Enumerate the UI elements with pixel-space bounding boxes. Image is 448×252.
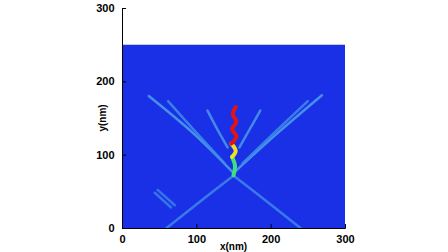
band-line [155,193,171,208]
tick-label: 300 [96,2,114,14]
tick: 300 [96,2,126,14]
tick: 100 [188,224,206,245]
crack-line [231,107,236,144]
y-axis-title: y(nm) [97,104,108,131]
band-line [207,111,227,148]
axis-line [123,9,127,229]
plot-area [122,45,345,228]
tick-mark [122,228,126,229]
chart: 0 100 200 300 0 100 200 300 x(nm) y(nm) [0,0,448,252]
tick-label: 0 [119,233,125,245]
band-line [234,95,322,173]
tick-label: 200 [96,75,114,87]
tick: 300 [336,224,354,245]
tick-label: 200 [262,233,280,245]
tick: 100 [96,149,126,161]
band-line [167,177,232,228]
crack-line [231,144,235,157]
tick-mark [122,81,126,82]
tick-mark [345,224,346,228]
tick-label: 300 [336,233,354,245]
tick: 200 [96,75,126,87]
tick-label: 0 [108,222,114,234]
field-area [122,45,345,228]
band-line [149,96,234,173]
x-axis-title: x(nm) [220,241,247,252]
band-line [235,177,300,228]
tick: 200 [262,224,280,245]
tick-label: 100 [96,149,114,161]
tick-mark [271,224,272,228]
tick: 0 [108,222,126,234]
tick-mark [122,155,126,156]
tick-mark [122,8,126,9]
crack-line [232,157,235,175]
band-line [168,101,224,163]
tick-mark [196,224,197,228]
y-axis: 0 100 200 300 [96,2,126,234]
tick-label: 100 [188,233,206,245]
axis-line [123,224,346,229]
band-line [242,101,307,163]
band-line [239,111,260,148]
